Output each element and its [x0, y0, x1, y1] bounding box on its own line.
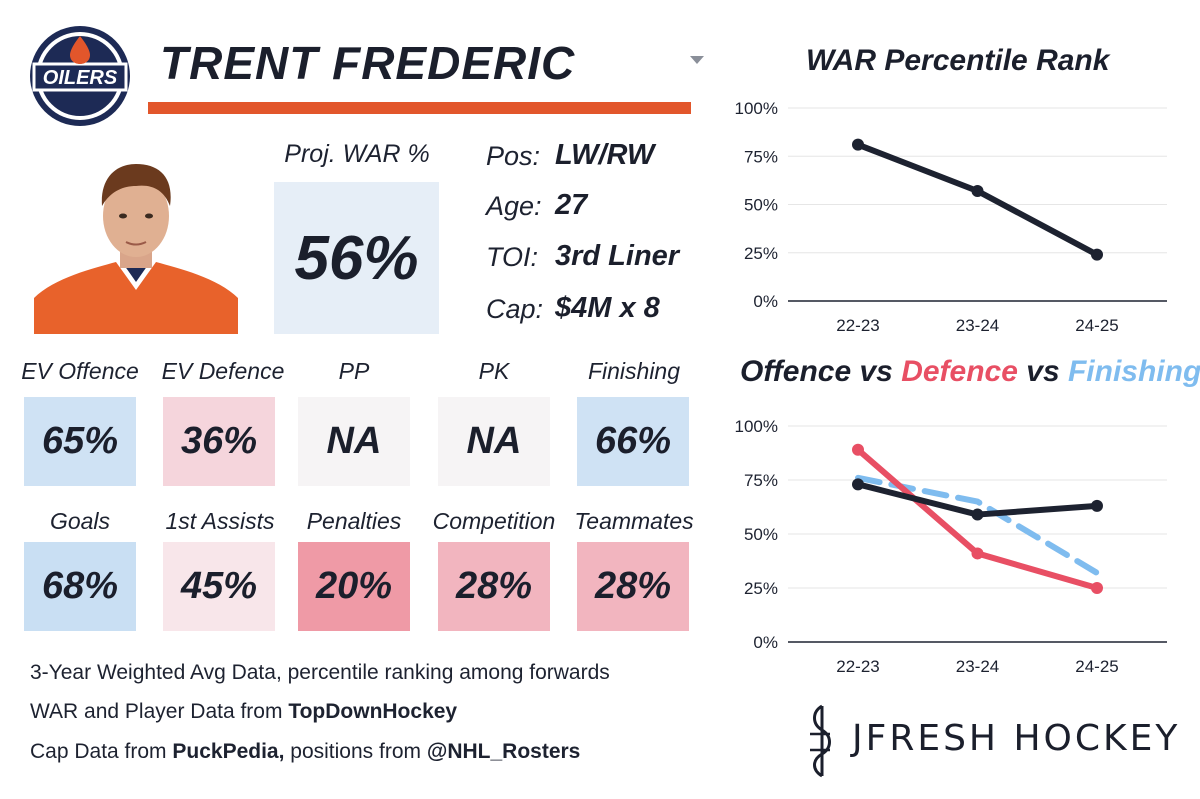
- war-percentile-chart: 0% 25% 50% 75% 100% 22-23 23-24 24-25: [735, 99, 1167, 335]
- split-chart-point-defence: [971, 547, 984, 560]
- war-chart-y-tick-label: 25%: [744, 244, 778, 263]
- metric-box-finishing: 66%: [577, 397, 689, 486]
- split-title-offence: Offence: [740, 355, 852, 388]
- war-chart-y-tick-label: 0%: [753, 292, 778, 311]
- war-chart-y-tick-label: 75%: [744, 147, 778, 166]
- metric-value-ev-defence: 36%: [180, 420, 258, 462]
- metric-value-penalties: 20%: [315, 565, 393, 607]
- split-chart-y-tick-label: 75%: [744, 471, 778, 490]
- metric-label-ev-defence: EV Defence: [161, 358, 285, 384]
- war-chart-point-war: [852, 138, 864, 151]
- jfresh-logo-icon: [810, 704, 831, 778]
- split-title-vs-1: vs: [851, 355, 902, 388]
- metric-value-goals: 68%: [41, 565, 119, 607]
- footer-war-source-name: TopDownHockey: [288, 700, 458, 723]
- metric-box-pk: NA: [438, 397, 550, 486]
- info-value-age: 27: [555, 189, 588, 221]
- metric-box-penalties: 20%: [298, 542, 410, 631]
- metric-label-goals: Goals: [49, 508, 111, 534]
- metric-label-ev-offence: EV Offence: [21, 358, 139, 384]
- split-chart-title: Offence vs Defence vs Finishing: [740, 355, 1200, 389]
- metric-box-ev-offence: 65%: [24, 397, 136, 486]
- footer-cap-source: Cap Data from PuckPedia, positions from …: [30, 740, 580, 764]
- metric-label-pk: PK: [478, 358, 510, 384]
- info-value-toi: 3rd Liner: [555, 240, 680, 272]
- split-chart-point-defence: [1091, 582, 1103, 594]
- info-value-cap: $4M x 8: [555, 292, 660, 324]
- info-label-position: Pos:: [486, 141, 541, 171]
- footer-cap-source-name: PuckPedia,: [172, 740, 285, 763]
- offence-defence-finishing-chart: 0% 25% 50% 75% 100% 22-23 23-24 24-25: [735, 417, 1167, 676]
- split-title-finishing: Finishing: [1067, 355, 1200, 388]
- svg-text:OILERS: OILERS: [43, 67, 118, 89]
- war-chart-x-tick-label: 24-25: [1075, 316, 1118, 335]
- metric-label-teammates: Teammates: [574, 508, 694, 534]
- info-value-position: LW/RW: [555, 139, 655, 171]
- metric-value-first-assists: 45%: [180, 565, 258, 607]
- metric-label-pp: PP: [338, 358, 370, 384]
- metric-label-penalties: Penalties: [306, 508, 402, 534]
- footer-war-source: WAR and Player Data from TopDownHockey: [30, 700, 457, 724]
- metric-value-ev-offence: 65%: [41, 420, 119, 462]
- split-chart-x-tick-label: 23-24: [956, 657, 999, 676]
- split-chart-point-defence: [852, 443, 864, 456]
- split-chart-y-tick-label: 0%: [753, 633, 778, 652]
- war-chart-x-tick-label: 22-23: [836, 316, 879, 335]
- metric-label-first-assists: 1st Assists: [165, 508, 275, 534]
- accent-bar: [148, 102, 691, 114]
- split-title-vs-2: vs: [1017, 355, 1068, 388]
- split-chart-x-tick-label: 22-23: [836, 657, 879, 676]
- war-chart-y-tick-label: 50%: [744, 196, 778, 215]
- war-chart-series-line-war: [855, 141, 1100, 258]
- split-chart-x-tick-label: 24-25: [1075, 657, 1118, 676]
- war-chart-y-tick-label: 100%: [735, 99, 778, 118]
- metric-value-pk: NA: [466, 420, 522, 462]
- metric-box-pp: NA: [298, 397, 410, 486]
- war-chart-point-war: [1091, 248, 1103, 261]
- split-chart-point-offence: [1091, 499, 1103, 512]
- war-chart-x-tick-label: 23-24: [956, 316, 999, 335]
- footer-positions-source: @NHL_Rosters: [426, 740, 581, 763]
- footer-war-source-prefix: WAR and Player Data from: [30, 700, 289, 723]
- metric-box-teammates: 28%: [577, 542, 689, 631]
- metric-label-competition: Competition: [432, 508, 556, 534]
- player-headshot-icon: [34, 164, 238, 334]
- projection-label: Proj. WAR %: [284, 140, 430, 168]
- metric-value-finishing: 66%: [594, 420, 672, 462]
- metric-box-competition: 28%: [438, 542, 550, 631]
- oilers-logo-icon: OILERS: [30, 26, 130, 126]
- split-chart-y-tick-label: 25%: [744, 579, 778, 598]
- metric-value-pp: NA: [326, 420, 382, 462]
- metric-box-ev-defence: 36%: [163, 397, 275, 486]
- caret-down-icon[interactable]: [690, 56, 704, 64]
- footer-positions-prefix: positions from: [284, 740, 427, 763]
- info-label-age: Age:: [486, 191, 542, 221]
- projection-value: 56%: [294, 223, 419, 293]
- info-label-toi: TOI:: [486, 242, 539, 272]
- split-chart-point-offence: [971, 508, 984, 521]
- brand-name: JFRESH HOCKEY: [852, 718, 1181, 759]
- metric-value-teammates: 28%: [594, 565, 672, 607]
- metric-box-first-assists: 45%: [163, 542, 275, 631]
- player-name: TRENT FREDERIC: [160, 37, 576, 89]
- split-chart-y-tick-label: 50%: [744, 525, 778, 544]
- projection-box: 56%: [274, 182, 439, 334]
- split-chart-y-tick-label: 100%: [735, 417, 778, 436]
- split-chart-point-offence: [852, 478, 864, 491]
- footer-method-note: 3-Year Weighted Avg Data, percentile ran…: [30, 661, 610, 684]
- war-chart-title: WAR Percentile Rank: [806, 44, 1110, 77]
- info-label-cap: Cap:: [486, 294, 544, 324]
- metric-box-goals: 68%: [24, 542, 136, 631]
- metric-value-competition: 28%: [455, 565, 533, 607]
- metric-label-finishing: Finishing: [587, 358, 681, 384]
- footer-cap-source-prefix: Cap Data from: [30, 740, 173, 763]
- war-chart-point-war: [971, 184, 984, 197]
- split-title-defence: Defence: [901, 355, 1018, 388]
